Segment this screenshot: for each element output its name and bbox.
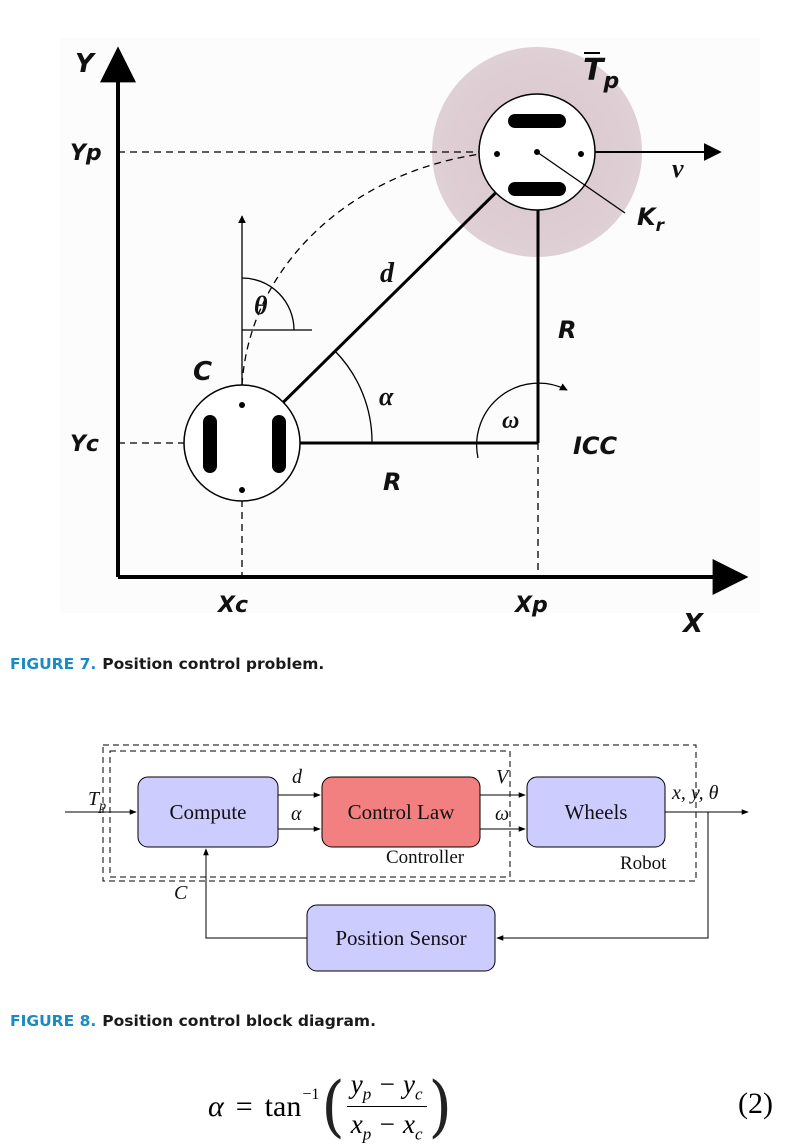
tp-signal-label: Tp bbox=[88, 788, 106, 814]
control-law-block bbox=[321, 776, 481, 848]
x-axis-label: X bbox=[681, 609, 705, 639]
d-signal-label: d bbox=[292, 766, 303, 788]
eq-right-paren: ) bbox=[428, 1068, 452, 1145]
r-vertical-label: R bbox=[558, 316, 576, 344]
kr-label: Kr bbox=[637, 203, 666, 236]
feedback-to-compute bbox=[203, 848, 307, 939]
robot-label: Robot bbox=[620, 853, 667, 874]
compute-label: Compute bbox=[170, 800, 247, 824]
theta-label: θ bbox=[254, 291, 268, 320]
xp-label: Xp bbox=[513, 593, 548, 618]
equation-number: (2) bbox=[738, 1087, 773, 1120]
compute-block bbox=[137, 776, 279, 848]
eq-func: tan bbox=[264, 1089, 302, 1123]
alpha-arc bbox=[334, 350, 373, 444]
v-signal-label: V bbox=[496, 766, 511, 788]
figure-8-caption-text: Position control block diagram. bbox=[102, 1012, 376, 1030]
trajectory-arc bbox=[241, 151, 498, 386]
controller-label: Controller bbox=[386, 847, 465, 868]
omega-signal-label: ω bbox=[495, 803, 509, 825]
controller-group-box bbox=[109, 750, 511, 878]
wheels-label: Wheels bbox=[565, 800, 628, 824]
icc-label: ICC bbox=[573, 432, 618, 460]
alpha-signal-label: α bbox=[291, 803, 302, 825]
omega-arc bbox=[476, 382, 568, 459]
r-horizontal-label: R bbox=[383, 468, 401, 496]
figure-background bbox=[60, 38, 760, 613]
feedback-to-sensor bbox=[496, 812, 709, 941]
robot-c bbox=[183, 384, 301, 502]
xc-label: Xc bbox=[216, 593, 248, 618]
figure-7-caption: FIGURE 7. Position control problem. bbox=[10, 655, 324, 673]
figure-7-caption-text: Position control problem. bbox=[102, 655, 325, 673]
equation-2: α = tan −1 ( yp − yc xp − xc ) (2) bbox=[0, 1055, 796, 1144]
omega-label: ω bbox=[502, 408, 519, 434]
d-label: d bbox=[380, 258, 395, 289]
eq-left-paren: ( bbox=[321, 1068, 345, 1145]
eq-equals: = bbox=[235, 1089, 253, 1123]
figure-7-number: FIGURE 7. bbox=[10, 655, 97, 673]
position-control-block-diagram: Compute Control Law Wheels Position Sens… bbox=[65, 744, 749, 972]
figure-8-number: FIGURE 8. bbox=[10, 1012, 97, 1030]
position-sensor-label: Position Sensor bbox=[335, 926, 466, 950]
c-signal-label: C bbox=[174, 882, 188, 904]
alpha-label: α bbox=[379, 382, 394, 411]
eq-denominator: xp − xc bbox=[350, 1109, 423, 1144]
control-law-label: Control Law bbox=[348, 800, 456, 824]
theta-arc bbox=[241, 277, 295, 331]
yp-label: Yp bbox=[70, 141, 102, 166]
yc-label: Yc bbox=[70, 432, 99, 457]
y-axis-label: Y bbox=[75, 49, 97, 79]
equation-body: α = tan −1 ( yp − yc xp − xc ) bbox=[208, 1069, 454, 1145]
kr-pointer bbox=[536, 151, 626, 214]
robot-group-box bbox=[102, 744, 697, 882]
position-control-problem-figure: Y X Tp Yp Yc Xc Xp v Kr θ d R R C α ω IC… bbox=[60, 38, 760, 639]
figure-8-caption: FIGURE 8. Position control block diagram. bbox=[10, 1012, 376, 1030]
eq-fraction: yp − yc xp − xc bbox=[346, 1069, 427, 1145]
eq-numerator: yp − yc bbox=[346, 1069, 427, 1108]
distance-d-line bbox=[240, 150, 539, 445]
outputs-signal-label: x, y, θ bbox=[671, 782, 719, 804]
eq-superscript: −1 bbox=[302, 1085, 320, 1103]
v-label: v bbox=[672, 154, 684, 183]
tp-label: Tp bbox=[583, 53, 619, 94]
eq-lhs: α bbox=[208, 1089, 224, 1123]
c-label: C bbox=[193, 357, 212, 387]
